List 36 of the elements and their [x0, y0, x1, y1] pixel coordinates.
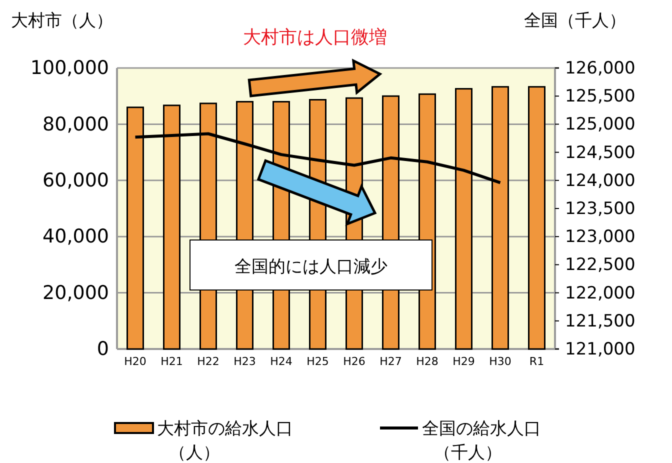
y2-tick-label: 123,000 — [565, 227, 636, 248]
x-tick-label: H27 — [380, 354, 402, 368]
y-axis-title: 大村市（人） — [11, 11, 113, 31]
y2-tick-label: 122,000 — [565, 283, 636, 304]
y-tick-label: 80,000 — [42, 113, 109, 136]
y-tick-label: 40,000 — [42, 226, 109, 248]
x-tick-label: H23 — [234, 354, 256, 368]
y-tick-label: 100,000 — [30, 57, 109, 80]
y2-tick-label: 122,500 — [565, 255, 636, 276]
x-tick-label: H20 — [124, 354, 146, 368]
x-tick-label: H30 — [489, 354, 512, 368]
x-tick-label: H21 — [160, 354, 183, 368]
y-tick-label: 60,000 — [42, 169, 109, 192]
y2-tick-label: 124,500 — [565, 142, 636, 163]
y2-tick-label: 121,500 — [565, 311, 636, 332]
x-tick-label: H26 — [343, 354, 366, 368]
y-tick-label: 20,000 — [42, 282, 109, 304]
legend-label: 大村市の給水人口（人） — [157, 419, 293, 463]
x-tick-label: H25 — [306, 354, 329, 368]
y-tick-label: 0 — [96, 338, 109, 360]
x-tick-label: H28 — [416, 354, 438, 368]
text: 大村市は人口微増 — [243, 27, 387, 48]
y2-axis-title: 全国（千人） — [524, 11, 626, 31]
x-tick-label: R1 — [529, 354, 544, 368]
y2-tick-label: 125,000 — [565, 114, 636, 135]
x-tick-label: H24 — [270, 354, 292, 368]
annotation: 全国的には人口減少 — [234, 257, 388, 277]
y2-tick-label: 125,500 — [565, 86, 636, 107]
legend-label: 全国の給水人口（千人） — [422, 419, 541, 463]
y2-tick-label: 123,500 — [565, 198, 636, 219]
x-tick-label: H29 — [452, 354, 475, 368]
y2-tick-label: 126,000 — [565, 58, 636, 78]
y2-tick-label: 124,000 — [565, 170, 636, 191]
y2-tick-label: 121,000 — [565, 339, 636, 360]
x-tick-label: H22 — [197, 354, 220, 368]
bar — [528, 86, 546, 350]
